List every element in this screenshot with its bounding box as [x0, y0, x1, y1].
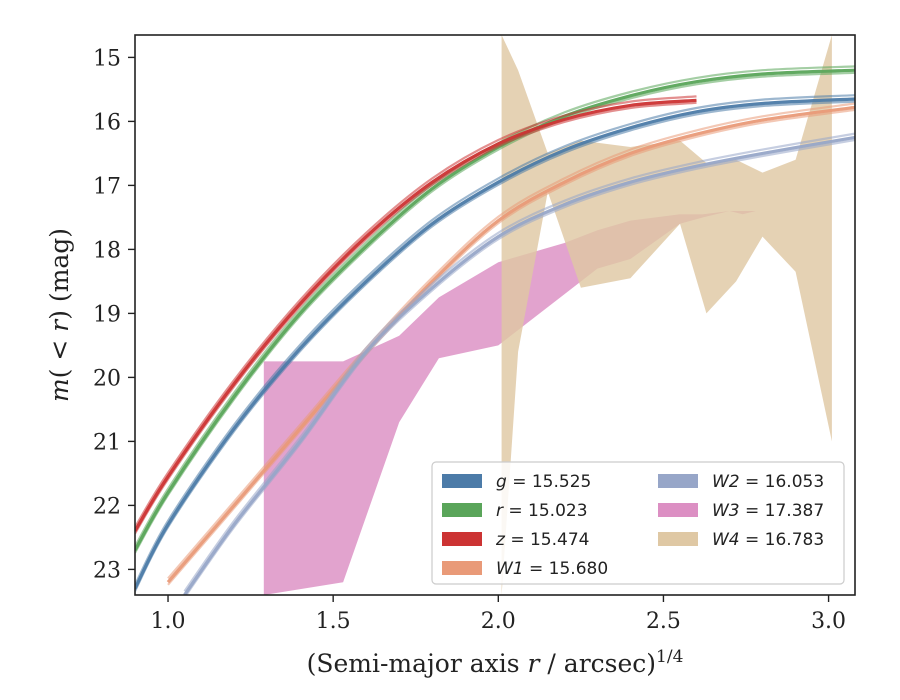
x-tick-label: 1.0 [151, 609, 186, 634]
y-tick-label: 19 [93, 302, 121, 327]
y-tick-label: 16 [93, 110, 121, 135]
legend-label-w4: W4 = 16.783 [712, 530, 824, 550]
series-line-g [135, 97, 855, 590]
x-tick-label: 2.0 [481, 609, 516, 634]
legend-swatch-z [442, 532, 482, 546]
legend-swatch-w1 [442, 561, 482, 575]
y-tick-label: 18 [93, 238, 121, 263]
legend-swatch-w3 [658, 503, 698, 517]
y-tick-label: 15 [93, 46, 121, 71]
y-tick-label: 21 [93, 430, 121, 455]
y-tick-label: 22 [93, 494, 121, 519]
x-axis-title: (Semi-major axis r / arcsec)1/4 [307, 647, 684, 678]
y-axis-title: m( < r) (mag) [45, 228, 74, 402]
series-edge-w2-1 [184, 138, 855, 595]
legend-box [431, 461, 845, 585]
series-line-w1 [166, 105, 855, 584]
legend-label-w1: W1 = 15.680 [496, 559, 608, 579]
series-edge-w2-0 [183, 132, 855, 592]
series-edge-z-0 [135, 95, 697, 528]
y-tick-label: 17 [93, 174, 121, 199]
y-axis: 15 16 17 18 19 20 21 22 23 [93, 46, 135, 583]
series-line-z [135, 98, 697, 532]
legend-swatch-r [442, 503, 482, 517]
series-line-w2 [183, 135, 855, 595]
y-tick-label: 23 [93, 558, 121, 583]
x-tick-label: 1.5 [316, 609, 351, 634]
legend-label-w2: W2 = 16.053 [712, 472, 824, 492]
legend-label-z: z = 15.474 [495, 530, 589, 550]
series-edge-w1-1 [167, 108, 855, 586]
plot-lines [135, 65, 855, 595]
legend-swatch-g [442, 474, 482, 488]
legend-label-w3: W3 = 17.387 [712, 501, 824, 521]
legend-label-g: g = 15.525 [496, 472, 591, 492]
legend-swatch-w4 [658, 532, 698, 546]
plot-frame [134, 34, 856, 596]
x-tick-label: 2.5 [646, 609, 681, 634]
y-tick-label: 20 [93, 366, 121, 391]
legend: g = 15.525 r = 15.023 z = 15.474 W1 = 15.68… [431, 461, 845, 585]
x-axis: 1.0 1.5 2.0 2.5 3.0 [151, 595, 846, 634]
x-tick-label: 3.0 [811, 609, 846, 634]
series-edge-g-0 [135, 94, 855, 586]
series-edge-w1-0 [167, 102, 855, 580]
legend-label-r: r = 15.023 [496, 501, 588, 521]
legend-swatch-w2 [658, 474, 698, 488]
series-line-r [135, 68, 855, 551]
